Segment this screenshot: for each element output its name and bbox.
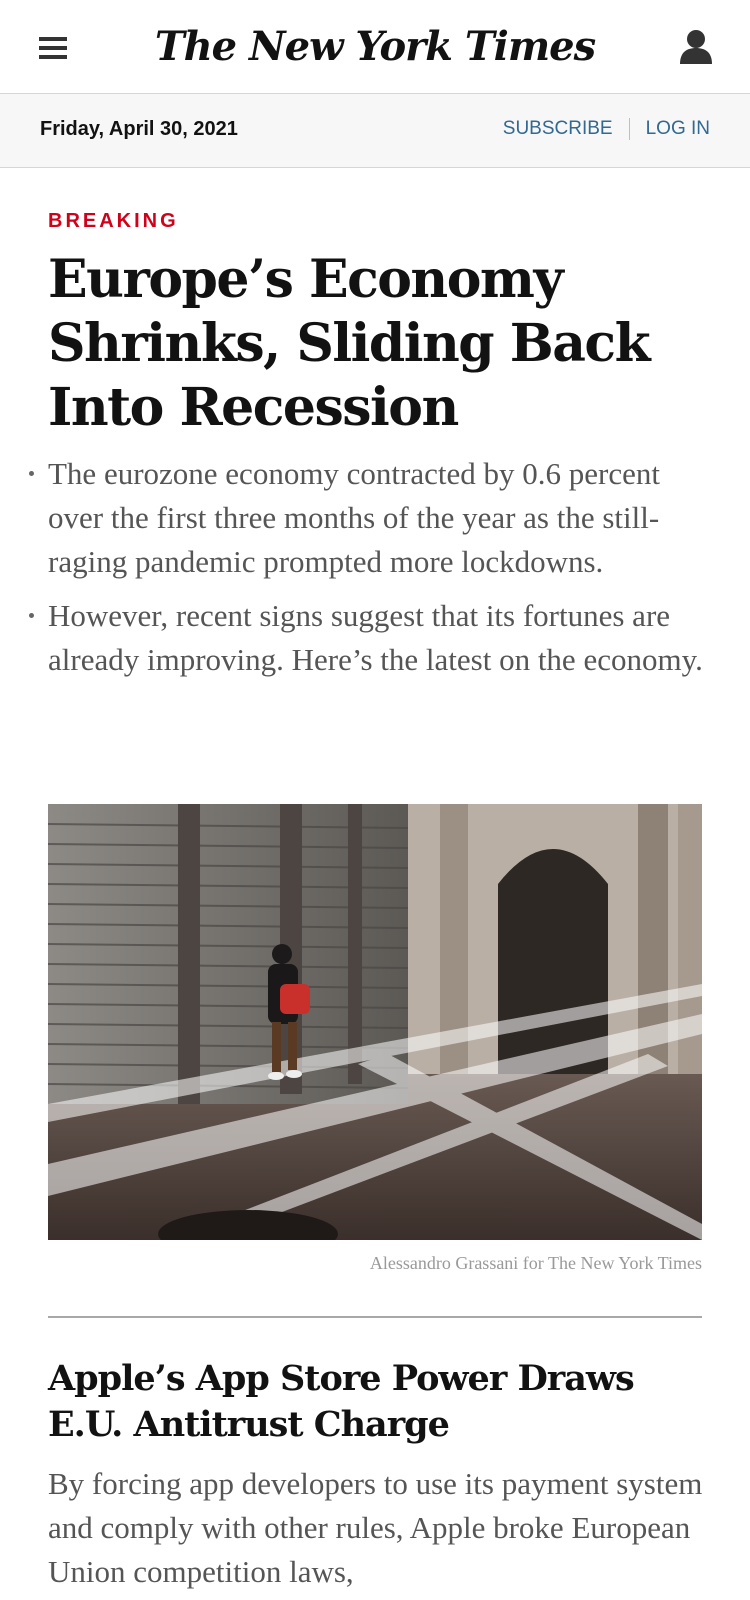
current-date: Friday, April 30, 2021 bbox=[40, 118, 238, 140]
subscribe-link[interactable]: SUBSCRIBE bbox=[502, 118, 613, 140]
photo-credit: Alessandro Grassani for The New York Tim… bbox=[369, 1253, 702, 1273]
second-headline[interactable]: Apple’s App Store Power Draws E.U. Antit… bbox=[48, 1358, 635, 1445]
date-bar: Friday, April 30, 2021 SUBSCRIBE LOG IN bbox=[0, 94, 750, 168]
masthead: The New York Times bbox=[0, 0, 750, 94]
auth-links: SUBSCRIBE LOG IN bbox=[503, 118, 710, 140]
summary-bullet-text: However, recent signs suggest that its f… bbox=[48, 598, 703, 677]
lead-headline[interactable]: Europe’s Economy Shrinks, Sliding Back I… bbox=[48, 249, 651, 438]
lead-photo[interactable] bbox=[48, 804, 702, 1240]
hamburger-menu-icon[interactable] bbox=[36, 36, 70, 60]
second-summary: By forcing app developers to use its pay… bbox=[48, 1466, 703, 1589]
bullet-dot bbox=[29, 471, 34, 476]
user-account-icon[interactable] bbox=[678, 28, 714, 66]
summary-bullet-text: The eurozone economy contracted by 0.6 p… bbox=[48, 456, 660, 579]
story-divider bbox=[48, 1316, 702, 1318]
link-separator bbox=[628, 118, 630, 140]
summary-bullet: However, recent signs suggest that its f… bbox=[29, 594, 708, 682]
lead-summary-list: The eurozone economy contracted by 0.6 p… bbox=[29, 452, 708, 692]
breaking-kicker: BREAKING bbox=[48, 210, 179, 232]
bullet-dot bbox=[29, 613, 34, 618]
login-link[interactable]: LOG IN bbox=[645, 118, 710, 140]
summary-bullet: The eurozone economy contracted by 0.6 p… bbox=[29, 452, 708, 584]
nyt-logo[interactable]: The New York Times bbox=[154, 23, 596, 70]
